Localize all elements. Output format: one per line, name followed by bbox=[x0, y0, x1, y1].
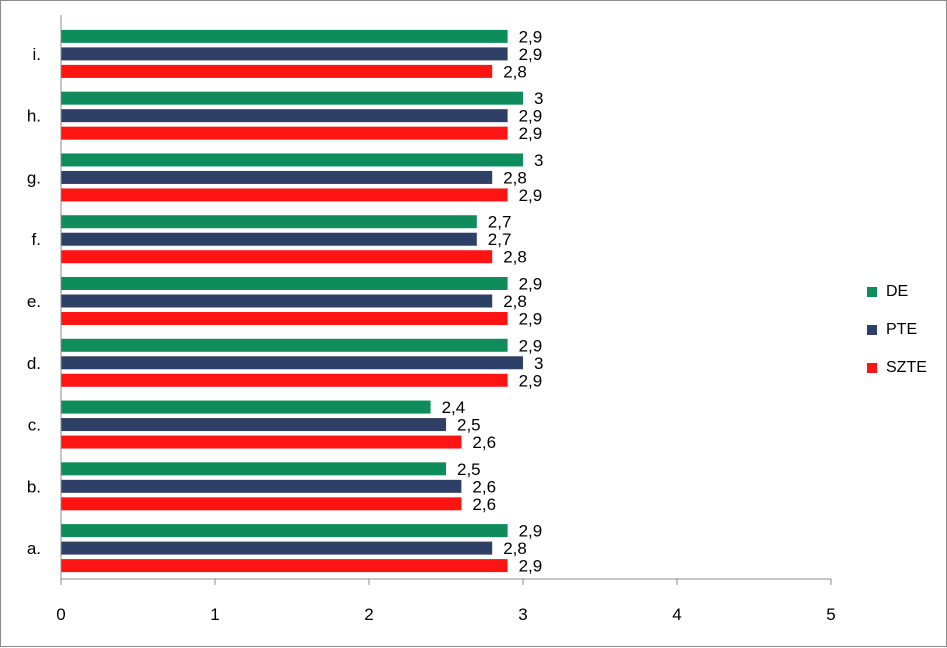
bar-de bbox=[61, 277, 508, 290]
category-label: b. bbox=[27, 477, 41, 496]
bar-pte bbox=[61, 541, 493, 555]
legend: DE PTE SZTE bbox=[867, 273, 943, 387]
data-label: 2,6 bbox=[472, 495, 496, 514]
bar-szte bbox=[61, 559, 508, 573]
bar-de bbox=[61, 91, 523, 105]
data-label: 2,5 bbox=[457, 460, 481, 479]
bar-pte bbox=[61, 418, 446, 432]
data-label: 2,9 bbox=[519, 557, 543, 576]
bar-pte bbox=[61, 232, 477, 246]
x-tick-label: 0 bbox=[56, 605, 65, 624]
bar-pte bbox=[61, 109, 508, 123]
bar-pte bbox=[61, 356, 523, 370]
data-label: 2,9 bbox=[519, 275, 543, 294]
bar-szte bbox=[61, 312, 508, 325]
data-label: 2,9 bbox=[519, 186, 543, 205]
legend-item-pte: PTE bbox=[867, 311, 943, 349]
category-label: a. bbox=[27, 539, 41, 558]
data-label: 2,4 bbox=[442, 398, 466, 417]
category-label: c. bbox=[28, 416, 41, 435]
legend-swatch bbox=[867, 363, 877, 373]
data-label: 2,8 bbox=[503, 292, 527, 311]
data-label: 2,9 bbox=[519, 522, 543, 541]
data-label: 2,9 bbox=[519, 124, 543, 143]
data-label: 2,9 bbox=[519, 107, 543, 126]
data-label: 2,9 bbox=[519, 371, 543, 390]
category-label: e. bbox=[27, 292, 41, 311]
category-label: i. bbox=[33, 45, 42, 64]
legend-swatch bbox=[867, 287, 877, 297]
data-label: 2,9 bbox=[519, 45, 543, 64]
bar-de bbox=[61, 338, 508, 352]
data-label: 3 bbox=[534, 354, 543, 373]
bar-pte bbox=[61, 170, 493, 184]
category-label: d. bbox=[27, 354, 41, 373]
legend-label: PTE bbox=[886, 321, 918, 338]
bar-de bbox=[61, 462, 446, 476]
bar-de bbox=[61, 524, 508, 538]
bar-szte bbox=[61, 64, 493, 78]
data-label: 2,8 bbox=[503, 248, 527, 267]
data-label: 2,9 bbox=[519, 336, 543, 355]
bar-pte bbox=[61, 479, 462, 493]
x-tick-label: 5 bbox=[826, 605, 835, 624]
bar-szte bbox=[61, 435, 462, 449]
data-label: 2,7 bbox=[488, 213, 512, 232]
data-label: 2,9 bbox=[519, 310, 543, 329]
data-label: 2,6 bbox=[472, 433, 496, 452]
data-label: 2,5 bbox=[457, 416, 481, 435]
data-label: 2,7 bbox=[488, 230, 512, 249]
bar-de bbox=[61, 215, 477, 229]
legend-item-de: DE bbox=[867, 273, 943, 311]
bar-szte bbox=[61, 497, 462, 511]
bar-szte bbox=[61, 373, 508, 387]
legend-label: SZTE bbox=[886, 359, 927, 376]
data-label: 2,6 bbox=[472, 477, 496, 496]
bar-de bbox=[61, 29, 508, 43]
category-label: g. bbox=[27, 168, 41, 187]
data-label: 2,9 bbox=[519, 27, 543, 46]
data-label: 2,8 bbox=[503, 539, 527, 558]
legend-label: DE bbox=[886, 283, 909, 300]
bar-pte bbox=[61, 294, 493, 308]
x-tick-label: 4 bbox=[672, 605, 681, 624]
x-tick-label: 2 bbox=[364, 605, 373, 624]
x-tick-label: 1 bbox=[210, 605, 219, 624]
bar-de bbox=[61, 153, 523, 167]
legend-swatch bbox=[867, 325, 877, 335]
bar-szte bbox=[61, 250, 493, 264]
data-label: 2,8 bbox=[503, 168, 527, 187]
data-label: 2,8 bbox=[503, 62, 527, 81]
category-label: f. bbox=[32, 230, 41, 249]
legend-item-szte: SZTE bbox=[867, 349, 943, 387]
category-label: h. bbox=[27, 107, 41, 126]
bar-de bbox=[61, 400, 431, 414]
bar-szte bbox=[61, 188, 508, 202]
x-tick-label: 3 bbox=[518, 605, 527, 624]
data-label: 3 bbox=[534, 151, 543, 170]
bar-szte bbox=[61, 126, 508, 140]
data-label: 3 bbox=[534, 89, 543, 108]
bar-pte bbox=[61, 47, 508, 61]
